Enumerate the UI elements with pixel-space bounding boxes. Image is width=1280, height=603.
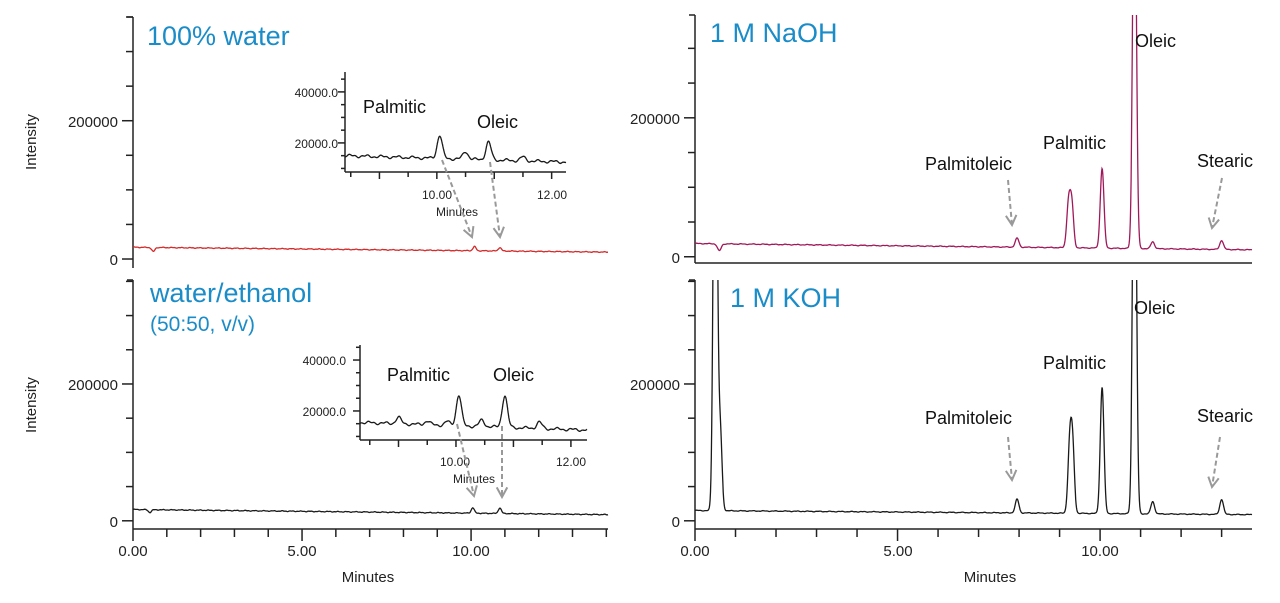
panel-title-ethanol: water/ethanol <box>149 278 312 308</box>
inset-label-oleic: Oleic <box>493 365 534 385</box>
inset-x-tick-label: 10.00 <box>422 188 452 202</box>
inset-y-tick-label: 40000.0 <box>295 86 339 100</box>
arrowhead-icon <box>1005 214 1018 228</box>
arrowhead-icon <box>462 225 475 239</box>
inset-x-axis-label: Minutes <box>453 472 495 486</box>
dashed-arrow <box>1211 436 1221 488</box>
inset-x-axis-label: Minutes <box>436 205 478 219</box>
peak-label-palmitoleic: Palmitoleic <box>925 408 1012 428</box>
peak-label-oleic: Oleic <box>1135 31 1176 51</box>
x-tick-label: 5.00 <box>287 543 316 560</box>
peak-label-palmitic: Palmitic <box>1043 353 1106 373</box>
inset-y-tick-label: 20000.0 <box>295 137 339 151</box>
dashed-arrow <box>441 159 473 238</box>
inset-trace-water-group <box>344 135 567 165</box>
inset-y-tick-label: 20000.0 <box>303 405 347 419</box>
inset-label-palmitic: Palmitic <box>363 97 426 117</box>
inset-y-tick-label: 40000.0 <box>303 354 347 368</box>
peak-label-palmitoleic: Palmitoleic <box>925 154 1012 174</box>
x-tick-label: 5.00 <box>883 543 912 560</box>
dashed-arrow <box>1211 177 1223 229</box>
arrowhead-icon <box>1207 476 1220 490</box>
inset-label-oleic: Oleic <box>477 112 518 132</box>
trace-koh-group <box>695 280 1253 516</box>
inset-x-tick-label: 10.00 <box>440 455 470 469</box>
y-tick-label: 0 <box>672 514 680 531</box>
trace-ethanol <box>133 507 609 516</box>
arrowhead-icon <box>492 226 505 240</box>
dashed-arrow <box>1007 436 1013 481</box>
y-tick-label: 200000 <box>630 377 680 394</box>
dashed-arrow <box>489 161 501 238</box>
y-tick-label: 200000 <box>68 377 118 394</box>
inset-trace-ethanol <box>359 395 588 432</box>
y-tick-label: 200000 <box>68 114 118 131</box>
peak-label-stearic: Stearic <box>1197 151 1253 171</box>
panel-title-koh: 1 M KOH <box>730 283 841 313</box>
traces-layer <box>133 15 1253 516</box>
peak-label-palmitic: Palmitic <box>1043 133 1106 153</box>
x-axis-label: Minutes <box>964 569 1017 586</box>
arrowhead-icon <box>495 486 509 500</box>
peak-label-oleic: Oleic <box>1134 298 1175 318</box>
trace-water <box>133 245 608 254</box>
x-axis-label: Minutes <box>342 569 395 586</box>
trace-water-group <box>133 245 608 254</box>
x-tick-label: 0.00 <box>680 543 709 560</box>
inset-trace-water <box>344 135 567 165</box>
inset-label-palmitic: Palmitic <box>387 365 450 385</box>
arrowhead-icon <box>465 485 478 499</box>
panel-title-water: 100% water <box>147 21 290 51</box>
inset-x-tick-label: 12.00 <box>556 455 586 469</box>
panel-title-naoh: 1 M NaOH <box>710 18 838 48</box>
y-tick-label: 200000 <box>630 111 680 128</box>
inset-x-tick-label: 12.00 <box>537 188 567 202</box>
x-tick-label: 10.00 <box>452 543 490 560</box>
y-axis-label-top: Intensity <box>23 114 40 170</box>
trace-koh <box>695 280 1253 516</box>
trace-ethanol-group <box>133 507 609 516</box>
panel-subtitle-ethanol: (50:50, v/v) <box>150 313 255 336</box>
y-tick-label: 0 <box>110 252 118 269</box>
arrows-layer <box>441 159 1223 500</box>
dashed-arrow <box>456 423 475 497</box>
x-tick-label: 0.00 <box>118 543 147 560</box>
axes-layer <box>122 14 1252 541</box>
arrowhead-icon <box>1005 469 1018 483</box>
peak-label-stearic: Stearic <box>1197 406 1253 426</box>
trace-naoh-group <box>695 15 1253 252</box>
x-tick-label: 10.00 <box>1081 543 1119 560</box>
y-tick-label: 0 <box>110 514 118 531</box>
trace-naoh <box>695 15 1253 252</box>
inset-trace-ethanol-group <box>359 395 588 432</box>
y-axis-label-bottom: Intensity <box>23 377 40 433</box>
y-tick-label: 0 <box>672 250 680 267</box>
arrowhead-icon <box>1207 217 1220 231</box>
